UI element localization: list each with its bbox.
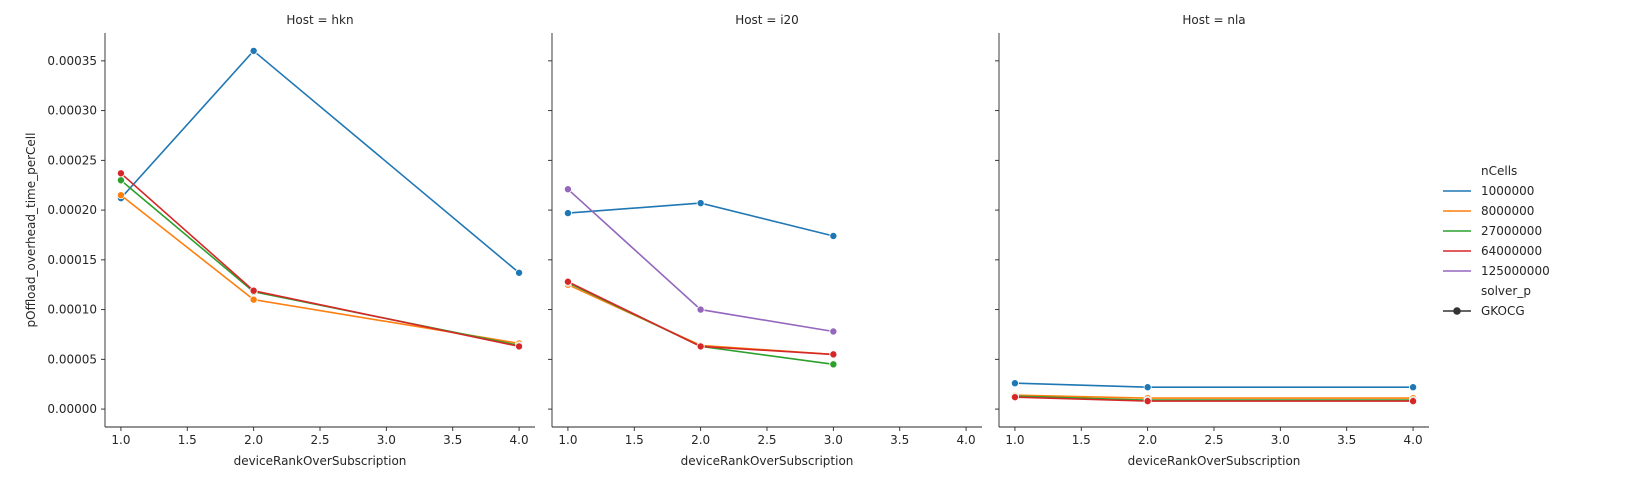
panel-2: Host = i20 1.0 1.5 2.0 2.5 3.0 3.5 4.0 deviceRan… (548, 13, 982, 468)
legend-label-1000000: 1000000 (1481, 184, 1534, 198)
legend-label-125000000: 125000000 (1481, 264, 1550, 278)
x-tick-label: 3.0 (377, 433, 396, 447)
series-line-1000000 (567, 202, 834, 237)
data-point-64000000 (116, 169, 125, 178)
x-axis-label: deviceRankOverSubscription (234, 454, 407, 468)
data-point-1000000 (563, 209, 572, 218)
data-point-1000000 (1409, 383, 1418, 392)
x-tick-label: 1.5 (178, 433, 197, 447)
y-tick-label: 0.00005 (47, 352, 97, 366)
panel-title: Host = nla (1182, 13, 1245, 27)
x-tick-label: 2.0 (244, 433, 263, 447)
y-tick-label: 0.00035 (47, 54, 97, 68)
x-tick-label: 2.0 (1138, 433, 1157, 447)
x-axis-label: deviceRankOverSubscription (1128, 454, 1301, 468)
legend-style-marker (1453, 307, 1461, 315)
y-axis-label: pOffload_overhead_time_perCell (24, 133, 38, 328)
legend-label-64000000: 64000000 (1481, 244, 1542, 258)
x-tick-label: 1.0 (111, 433, 130, 447)
x-tick-label: 2.5 (310, 433, 329, 447)
legend-label-8000000: 8000000 (1481, 204, 1534, 218)
y-tick-label: 0.00030 (47, 104, 97, 118)
x-tick-label: 3.5 (1337, 433, 1356, 447)
data-point-64000000 (249, 286, 258, 295)
panel-1: Host = hkn 1.0 1.5 2.0 2.5 3.0 3.5 4.0 0.00000 0.… (47, 13, 535, 468)
data-point-8000000 (116, 191, 125, 200)
y-tick-label: 0.00020 (47, 203, 97, 217)
series-line-8000000 (120, 194, 520, 345)
y-tick-label: 0.00015 (47, 253, 97, 267)
x-tick-label: 4.0 (957, 433, 976, 447)
panels-layer: Host = hkn 1.0 1.5 2.0 2.5 3.0 3.5 4.0 0.00000 0.… (24, 13, 1429, 468)
x-tick-label: 1.5 (1072, 433, 1091, 447)
panel-3: Host = nla 1.0 1.5 2.0 2.5 3.0 3.5 4.0 deviceRan… (995, 13, 1429, 468)
x-tick-label: 3.5 (443, 433, 462, 447)
x-tick-label: 1.5 (625, 433, 644, 447)
y-tick-label: 0.00025 (47, 153, 97, 167)
x-tick-label: 2.0 (691, 433, 710, 447)
data-point-64000000 (1143, 397, 1152, 406)
x-tick-label: 4.0 (510, 433, 529, 447)
legend: nCells 1000000 8000000 27000000 64000000 1250… (1443, 164, 1550, 318)
data-point-1000000 (515, 268, 524, 277)
data-point-8000000 (249, 295, 258, 304)
series-line-1000000 (1014, 382, 1414, 389)
series-line-64000000 (120, 172, 520, 348)
x-axis-label: deviceRankOverSubscription (681, 454, 854, 468)
data-point-64000000 (515, 342, 524, 351)
legend-style-label: GKOCG (1481, 304, 1525, 318)
y-tick-label: 0.00010 (47, 303, 97, 317)
data-point-64000000 (1409, 397, 1418, 406)
x-tick-label: 3.5 (890, 433, 909, 447)
data-point-64000000 (563, 277, 572, 286)
x-tick-label: 2.5 (757, 433, 776, 447)
legend-hue-title: nCells (1481, 164, 1517, 178)
panel-title: Host = i20 (735, 13, 799, 27)
data-point-1000000 (249, 46, 258, 55)
data-point-1000000 (829, 231, 838, 240)
legend-label-27000000: 27000000 (1481, 224, 1542, 238)
series-line-1000000 (120, 49, 520, 274)
legend-style-title: solver_p (1481, 284, 1531, 298)
x-tick-label: 3.0 (824, 433, 843, 447)
data-point-1000000 (1010, 379, 1019, 388)
series-line-27000000 (120, 179, 520, 347)
panel-title: Host = hkn (286, 13, 353, 27)
data-point-1000000 (1143, 383, 1152, 392)
x-tick-label: 2.5 (1204, 433, 1223, 447)
data-point-64000000 (696, 342, 705, 351)
x-tick-label: 4.0 (1404, 433, 1423, 447)
data-point-125000000 (563, 185, 572, 194)
x-tick-label: 1.0 (558, 433, 577, 447)
data-point-64000000 (1010, 393, 1019, 402)
x-tick-label: 1.0 (1005, 433, 1024, 447)
y-tick-label: 0.00000 (47, 402, 97, 416)
x-tick-label: 3.0 (1271, 433, 1290, 447)
data-point-125000000 (696, 305, 705, 314)
data-point-1000000 (696, 199, 705, 208)
data-point-27000000 (829, 360, 838, 369)
data-point-125000000 (829, 327, 838, 336)
data-point-27000000 (116, 176, 125, 185)
data-point-64000000 (829, 350, 838, 359)
